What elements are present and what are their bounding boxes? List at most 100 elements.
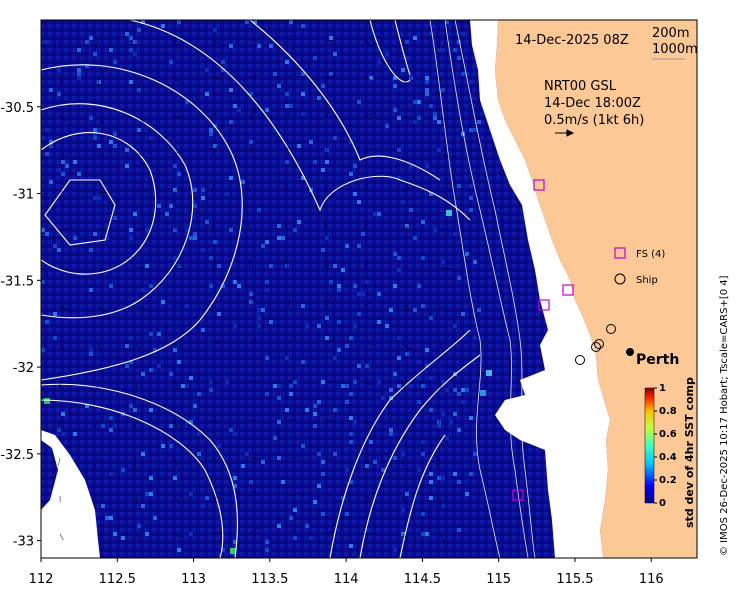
sst-pixel <box>57 248 61 252</box>
current-vector <box>211 419 218 425</box>
sst-pixel <box>77 72 81 76</box>
sst-pixel <box>397 256 401 260</box>
current-vector <box>173 343 183 349</box>
current-vector <box>439 153 449 157</box>
sst-pixel <box>209 284 213 288</box>
current-vector <box>325 74 337 79</box>
sst-pixel <box>305 524 309 528</box>
sst-pixel <box>409 208 413 212</box>
sst-pixel <box>393 284 397 288</box>
sst-pixel <box>425 76 429 80</box>
perth-marker <box>626 348 634 356</box>
sst-pixel <box>53 336 57 340</box>
sst-pixel <box>185 228 189 232</box>
sst-pixel <box>185 304 189 308</box>
sst-pixel <box>381 396 385 400</box>
sst-pixel <box>349 392 353 396</box>
sst-pixel <box>161 300 165 304</box>
sst-pixel <box>441 88 445 92</box>
sst-pixel <box>57 168 61 172</box>
colorbar-tick-label: 1 <box>659 383 666 394</box>
ship-marker <box>594 339 604 349</box>
sst-pixel <box>385 324 389 328</box>
sst-pixel <box>145 532 149 536</box>
sst-pixel <box>169 60 173 64</box>
sst-pixel <box>293 536 297 540</box>
sst-pixel <box>421 452 425 456</box>
current-vector <box>211 381 220 385</box>
sst-pixel <box>361 292 365 296</box>
sst-pixel <box>317 400 321 404</box>
legend-fs-label: FS (4) <box>636 249 665 260</box>
sst-pixel <box>265 108 269 112</box>
current-vector <box>401 223 411 231</box>
sst-pixel <box>473 128 477 132</box>
x-tick-label: 112.5 <box>99 572 136 587</box>
current-vector <box>211 183 215 193</box>
sst-pixel <box>337 284 341 288</box>
sst-pixel <box>413 308 417 312</box>
sst-pixel <box>469 80 473 84</box>
current-vector <box>135 115 145 123</box>
sst-pixel <box>305 324 309 328</box>
current-vector <box>97 305 107 313</box>
sst-pixel <box>193 404 197 408</box>
sst-pixel <box>325 316 329 320</box>
sst-pixel <box>365 464 369 468</box>
sst-pixel <box>457 56 461 60</box>
sst-pixel <box>101 424 105 428</box>
sst-pixel <box>169 204 173 208</box>
sst-pixel <box>433 112 437 116</box>
sst-pixel <box>417 100 421 104</box>
sst-pixel <box>409 164 413 168</box>
sst-pixel <box>273 436 277 440</box>
sst-pixel <box>177 20 181 24</box>
current-vector <box>287 492 298 497</box>
sst-pixel <box>441 380 445 384</box>
current-vector <box>401 115 410 119</box>
sst-pixel <box>417 468 421 472</box>
current-vectors <box>57 38 451 544</box>
depth-label-200m: 200m <box>652 26 689 41</box>
sst-pixel <box>233 104 237 108</box>
sst-pixel <box>445 436 449 440</box>
sst-pixel <box>89 248 93 252</box>
sst-pixel <box>289 20 293 24</box>
sst-pixel <box>457 528 461 532</box>
sst-pixel <box>49 144 53 148</box>
sst-pixel <box>421 304 425 308</box>
sst-pixel <box>189 492 193 496</box>
colorbar-label: std dev of 4hr SST comp <box>683 377 696 528</box>
current-vector <box>59 190 69 193</box>
sst-pixel <box>229 428 233 432</box>
sst-pixel <box>393 84 397 88</box>
sst-pixel <box>301 360 305 364</box>
current-vector <box>249 73 259 79</box>
sst-pixel <box>353 284 357 288</box>
sst-pixel <box>417 400 421 404</box>
sst-pixel <box>345 468 349 472</box>
sst-pixel <box>441 412 445 416</box>
current-vector <box>439 533 446 544</box>
sst-pixel <box>461 400 465 404</box>
sst-pixel <box>465 252 469 256</box>
sst-pixel <box>261 460 265 464</box>
colorbar-tick-label: 0.2 <box>659 475 677 486</box>
sst-pixel <box>429 472 433 476</box>
sst-pixel <box>229 44 233 48</box>
sst-pixel <box>213 144 217 148</box>
sst-pixel <box>277 224 281 228</box>
current-vector <box>173 115 181 118</box>
sst-pixel <box>385 124 389 128</box>
current-vector <box>96 495 99 504</box>
sst-pixel <box>45 128 49 132</box>
sst-pixel <box>237 284 241 288</box>
legend-fs-icon <box>614 247 626 259</box>
sst-pixel <box>125 32 129 36</box>
sst-pixel <box>97 144 101 148</box>
sst-pixel <box>233 540 237 544</box>
sst-pixel <box>309 140 313 144</box>
sst-pixel <box>373 460 377 464</box>
sst-pixel <box>321 460 325 464</box>
sst-pixel <box>93 128 97 132</box>
